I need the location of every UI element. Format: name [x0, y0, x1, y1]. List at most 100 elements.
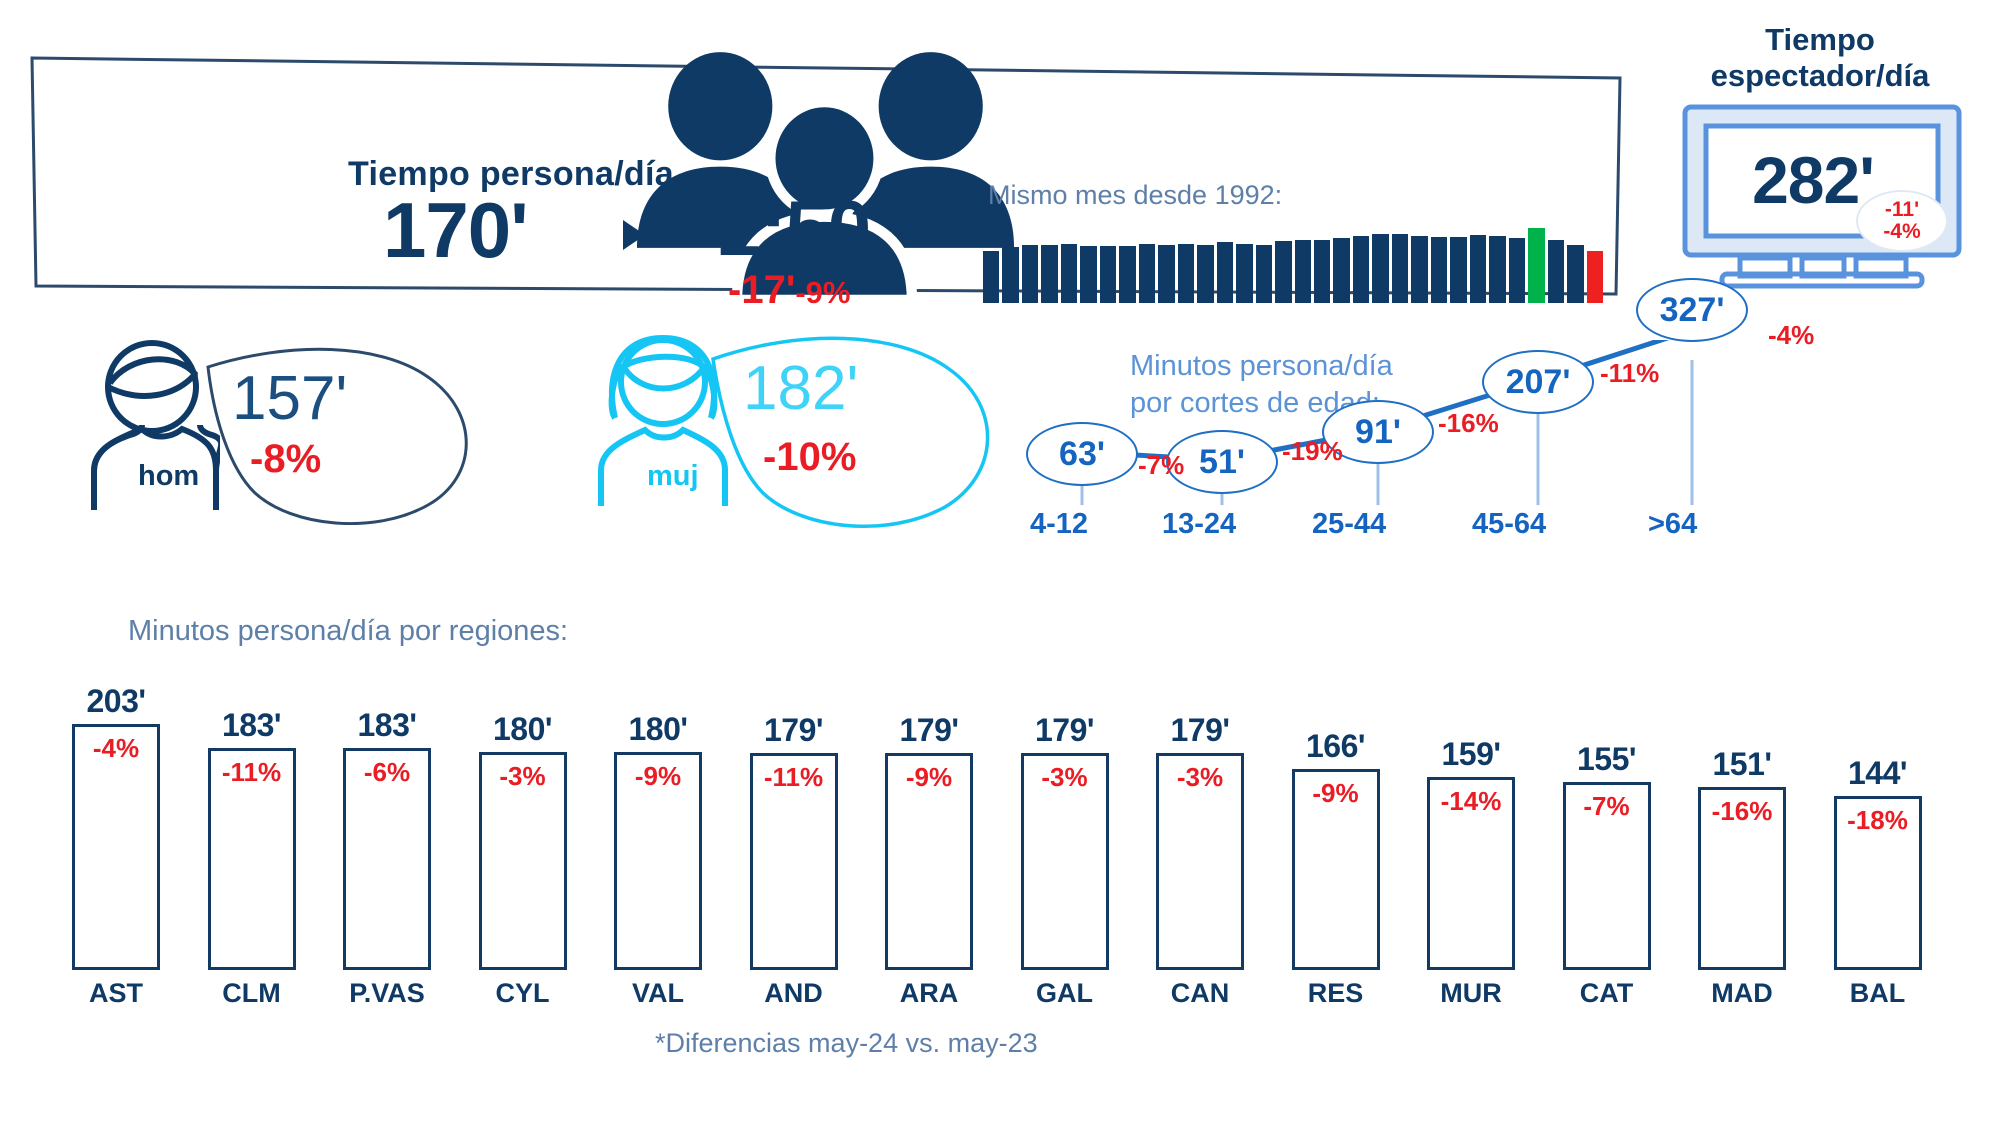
region-value-label: 179': [764, 712, 824, 749]
male-label: hom: [138, 460, 200, 492]
region-category-label: CAT: [1579, 978, 1634, 1008]
sparkline-bar: [1080, 245, 1097, 303]
arrow-right-icon: [623, 220, 645, 250]
region-category-label: AND: [764, 978, 823, 1008]
region-value-label: 179': [1170, 712, 1231, 749]
region-delta-label: -9%: [1312, 777, 1359, 808]
region-delta-label: -3%: [1041, 762, 1088, 793]
region-category-label: GAL: [1036, 978, 1093, 1008]
sparkline-bar: [1313, 240, 1331, 303]
male-bubble-outline: [206, 347, 468, 525]
sparkline-bar: [1547, 240, 1565, 303]
tv-title-line2: espectador/día: [1710, 58, 1930, 93]
region-delta-label: -7%: [1583, 791, 1630, 822]
tv-delta-pct: -4%: [1883, 220, 1921, 243]
region-value-label: 179': [1035, 712, 1095, 749]
region-category-label: CAN: [1170, 978, 1230, 1008]
region-bar: -16%: [1698, 787, 1786, 970]
female-block: muj 182' -10%: [585, 334, 1040, 530]
region-bar: -6%: [343, 748, 431, 970]
region-bar-column: 179' -3%: [1019, 712, 1111, 970]
sparkline-bar: [1255, 244, 1273, 303]
person-time-hhmm: 2:50: [718, 184, 871, 272]
sparkline-bar: [983, 250, 1000, 303]
age-title-line1: Minutos persona/día: [1130, 350, 1393, 382]
age-delta-2: -16%: [1438, 408, 1499, 438]
region-value-label: 180': [493, 710, 553, 747]
sparkline-bar: [1333, 238, 1350, 303]
female-avatar-icon: [598, 334, 728, 506]
region-bar-column: 151' -16%: [1696, 746, 1788, 970]
age-node-0: 63': [1026, 422, 1138, 486]
age-category-2: 25-44: [1312, 508, 1387, 540]
region-bar: -3%: [1020, 753, 1109, 970]
region-bar: -9%: [885, 753, 973, 970]
sparkline-bar: [1411, 236, 1428, 303]
region-delta-label: -9%: [905, 762, 953, 793]
age-category-4: >64: [1648, 508, 1698, 540]
sparkline-bar: [1508, 238, 1526, 303]
region-value-label: 183': [222, 707, 282, 744]
sparkline-bar: [1430, 237, 1448, 303]
sparkline-bar: [1372, 233, 1389, 303]
sparkline-bar: [1158, 244, 1175, 303]
region-delta-label: -16%: [1711, 796, 1773, 827]
sparkline-bar: [1391, 233, 1409, 303]
region-bar: -3%: [478, 751, 567, 970]
region-category-label: MUR: [1440, 978, 1502, 1008]
tv-delta-bubble: -11' -4%: [1856, 190, 1948, 252]
region-bar-column: 179' -9%: [883, 712, 975, 970]
age-node-1: 51': [1166, 430, 1278, 494]
region-bar: -18%: [1833, 795, 1922, 970]
sparkline-bar: [1352, 235, 1370, 303]
person-time-title: Tiempo persona/día: [348, 155, 674, 193]
age-delta-4: -4%: [1768, 320, 1815, 350]
sparkline-bar: [1528, 228, 1545, 303]
region-delta-label: -11%: [221, 757, 282, 788]
region-category-label: CLM: [222, 978, 281, 1008]
age-category-1: 13-24: [1162, 508, 1237, 540]
person-time-delta-pct: -9%: [795, 275, 851, 310]
region-value-label: 180': [628, 710, 689, 747]
region-bar-column: 166' -9%: [1290, 728, 1382, 970]
age-node-2: 91': [1322, 400, 1434, 464]
male-avatar-icon: [91, 340, 220, 510]
region-bar: -11%: [749, 753, 838, 970]
female-delta-pct: -10%: [763, 435, 857, 479]
sparkline-bar: [1275, 241, 1292, 303]
region-category-label: MAD: [1711, 978, 1773, 1008]
person-time-value: 170': [383, 186, 529, 274]
sparkline-bar: [1119, 245, 1136, 303]
region-value-label: 166': [1306, 727, 1366, 764]
person-time-delta: -17'-9%: [728, 268, 850, 313]
region-bar-column: 159' -14%: [1425, 736, 1517, 970]
tv-value: 282': [1752, 143, 1875, 217]
sparkline-bar: [1138, 243, 1156, 303]
region-value-label: 159': [1441, 736, 1502, 773]
region-category-label: P.VAS: [349, 978, 425, 1008]
male-value: 157': [232, 364, 348, 433]
age-category-0: 4-12: [1030, 508, 1089, 540]
age-category-3: 45-64: [1472, 508, 1547, 540]
female-label: muj: [647, 460, 699, 492]
region-delta-label: -3%: [499, 760, 546, 791]
region-bar: -7%: [1562, 782, 1651, 970]
region-value-label: 155': [1577, 741, 1637, 778]
age-node-4: 327': [1636, 278, 1748, 342]
sparkline-bar: [1586, 251, 1603, 303]
sparkline-bar: [1197, 244, 1214, 303]
region-delta-label: -18%: [1847, 804, 1908, 835]
regions-chart-title: Minutos persona/día por regiones:: [128, 615, 569, 647]
region-bar-column: 203' -4%: [70, 683, 162, 970]
region-value-label: 144': [1848, 754, 1908, 791]
region-bar-column: 144' -18%: [1832, 754, 1924, 970]
sparkline-bar: [1567, 244, 1584, 303]
age-delta-0: -7%: [1138, 450, 1185, 480]
region-bar-column: 183' -11%: [206, 707, 298, 970]
region-delta-label: -3%: [1176, 762, 1224, 793]
region-category-label: AST: [89, 978, 143, 1008]
sparkline-bar: [1021, 244, 1039, 303]
region-delta-label: -14%: [1440, 786, 1502, 817]
regions-bar-chart: 203' -4% 183' -11% 183' -6% 180' -3% 180' -9% 179'…: [70, 680, 1970, 970]
region-bar-column: 179' -3%: [1154, 712, 1246, 970]
